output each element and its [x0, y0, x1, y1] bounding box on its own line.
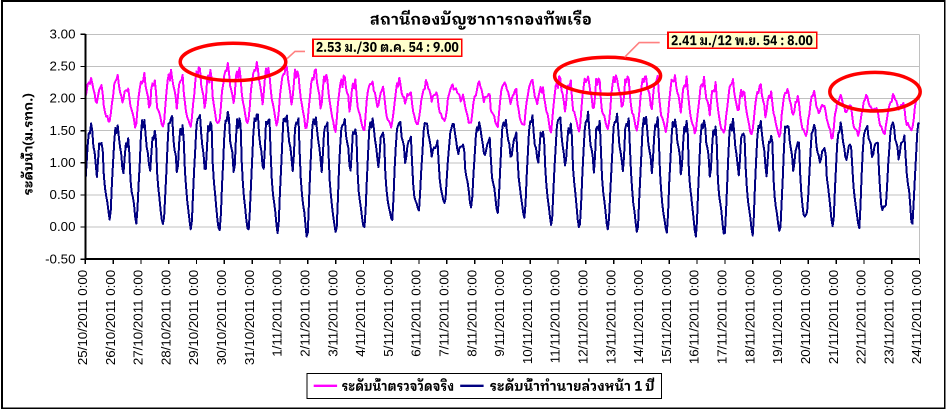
svg-text:2.00: 2.00 [50, 91, 76, 106]
svg-text:1.00: 1.00 [50, 155, 76, 170]
svg-text:3.00: 3.00 [50, 27, 76, 42]
svg-text:30/10/2011 0:00: 30/10/2011 0:00 [214, 270, 229, 365]
svg-text:1.50: 1.50 [50, 123, 76, 138]
svg-text:31/10/2011 0:00: 31/10/2011 0:00 [242, 270, 257, 365]
svg-text:19/11/2011 0:00: 19/11/2011 0:00 [770, 270, 785, 364]
svg-text:16/11/2011 0:00: 16/11/2011 0:00 [687, 270, 702, 364]
svg-text:24/11/2011 0:00: 24/11/2011 0:00 [909, 270, 924, 364]
svg-text:7/11/2011 0:00: 7/11/2011 0:00 [437, 270, 452, 357]
svg-text:1/11/2011 0:00: 1/11/2011 0:00 [270, 270, 285, 357]
svg-text:2/11/2011 0:00: 2/11/2011 0:00 [298, 270, 313, 357]
svg-text:18/11/2011 0:00: 18/11/2011 0:00 [742, 270, 757, 364]
svg-text:27/10/2011 0:00: 27/10/2011 0:00 [131, 270, 146, 365]
svg-text:13/11/2011 0:00: 13/11/2011 0:00 [603, 270, 618, 364]
svg-text:17/11/2011 0:00: 17/11/2011 0:00 [715, 270, 730, 364]
svg-text:10/11/2011 0:00: 10/11/2011 0:00 [520, 270, 535, 364]
svg-text:11/11/2011 0:00: 11/11/2011 0:00 [548, 270, 563, 363]
svg-text:20/11/2011 0:00: 20/11/2011 0:00 [798, 270, 813, 364]
svg-text:3/11/2011 0:00: 3/11/2011 0:00 [325, 270, 340, 357]
svg-text:6/11/2011 0:00: 6/11/2011 0:00 [409, 270, 424, 357]
svg-text:8/11/2011 0:00: 8/11/2011 0:00 [464, 270, 479, 357]
svg-text:4/11/2011 0:00: 4/11/2011 0:00 [353, 270, 368, 357]
svg-text:9/11/2011 0:00: 9/11/2011 0:00 [492, 270, 507, 357]
svg-text:26/10/2011 0:00: 26/10/2011 0:00 [103, 270, 118, 365]
svg-text:0.00: 0.00 [50, 219, 76, 234]
svg-text:28/10/2011 0:00: 28/10/2011 0:00 [158, 270, 173, 365]
svg-text:0.50: 0.50 [50, 187, 76, 202]
svg-text:21/11/2011 0:00: 21/11/2011 0:00 [826, 270, 841, 364]
svg-text:22/11/2011 0:00: 22/11/2011 0:00 [854, 270, 869, 364]
svg-text:23/11/2011 0:00: 23/11/2011 0:00 [881, 270, 896, 364]
svg-text:2.50: 2.50 [50, 59, 76, 74]
svg-text:12/11/2011 0:00: 12/11/2011 0:00 [576, 270, 591, 364]
svg-text:29/10/2011 0:00: 29/10/2011 0:00 [186, 270, 201, 365]
svg-text:25/10/2011 0:00: 25/10/2011 0:00 [75, 270, 90, 365]
svg-text:-0.50: -0.50 [45, 251, 75, 266]
svg-text:5/11/2011 0:00: 5/11/2011 0:00 [381, 270, 396, 357]
svg-text:15/11/2011 0:00: 15/11/2011 0:00 [659, 270, 674, 364]
svg-text:14/11/2011 0:00: 14/11/2011 0:00 [631, 270, 646, 364]
